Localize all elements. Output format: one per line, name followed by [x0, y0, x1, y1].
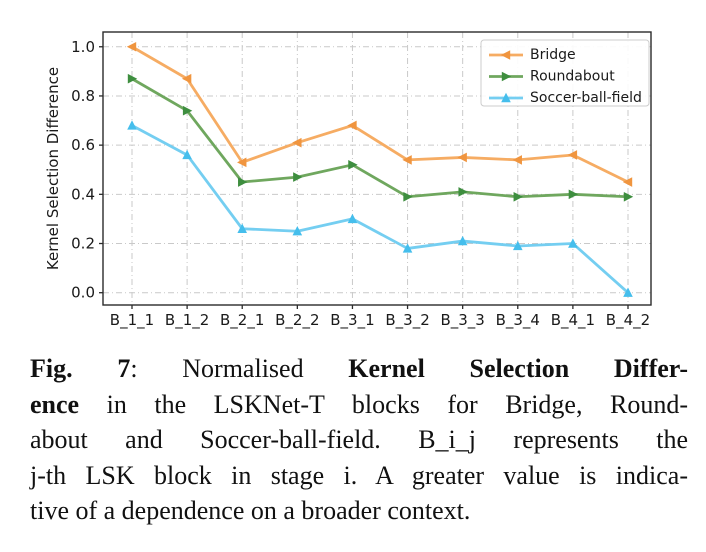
data-point-marker: [500, 50, 511, 60]
gridlines: [103, 32, 651, 305]
legend-label: Bridge: [530, 47, 576, 63]
x-tick-label: B_1_1: [110, 311, 154, 330]
series-soccer-ball-field: [127, 120, 633, 297]
y-tick-label: 1.0: [71, 38, 95, 56]
caption-line: ence in the LSKNet-T blocks for Bridge, …: [30, 387, 688, 423]
data-point-marker: [347, 213, 358, 224]
y-tick-label: 0.2: [71, 235, 95, 253]
caption-text: j-th LSK block in stage i. A greater val…: [30, 460, 688, 490]
caption-line: tive of a dependence on a broader contex…: [30, 493, 688, 529]
x-tick-label: B_4_1: [551, 311, 595, 330]
data-point-marker: [568, 189, 579, 200]
data-point-marker: [457, 235, 468, 246]
figure-caption: Fig. 7: Normalised Kernel Selection Diff…: [30, 351, 688, 529]
x-tick-label: B_4_2: [606, 311, 650, 330]
caption-text: tive of a dependence on a broader contex…: [30, 496, 471, 525]
data-point-marker: [182, 149, 192, 160]
x-tick-label: B_1_2: [165, 311, 209, 330]
kernel-selection-chart: 0.0 0.2 0.4 0.6 0.8 1.0 B_1_1 B_1_2 B_2_1 B_2_2 B_…: [44, 31, 652, 330]
caption-text: : Normalised: [130, 354, 349, 383]
data-point-marker: [238, 177, 248, 187]
data-point-marker: [126, 41, 137, 52]
data-point-marker: [402, 155, 412, 165]
data-point-marker: [403, 191, 413, 202]
y-tick-label: 0.4: [71, 185, 95, 203]
data-point-marker: [237, 157, 247, 168]
x-tick-label: B_3_4: [496, 311, 540, 330]
caption-bold-text: ence: [30, 389, 80, 419]
data-point-marker: [512, 240, 523, 251]
data-point-marker: [127, 120, 137, 130]
data-point-marker: [292, 137, 302, 148]
y-tick-label: 0.6: [71, 136, 95, 154]
data-point-marker: [347, 120, 357, 131]
x-tick-label: B_2_1: [220, 311, 264, 330]
x-tick-label: B_3_1: [330, 311, 374, 330]
y-tick-label: 0.8: [71, 87, 95, 105]
y-axis-label: Kernel Selection Difference: [44, 67, 62, 270]
legend-item-roundabout: Roundabout: [489, 69, 615, 85]
data-point-marker: [182, 105, 193, 116]
caption-bold-text: Fig. 7: [30, 354, 131, 383]
data-point-marker: [501, 71, 512, 82]
data-point-marker: [568, 238, 578, 248]
caption-bold-text: Kernel Selection Differ-: [348, 354, 688, 383]
caption-line: about and Soccer-ball-field. B_i_j repre…: [30, 422, 688, 458]
data-point-marker: [623, 191, 634, 202]
data-point-marker: [458, 187, 468, 197]
x-tick-label: B_2_2: [275, 311, 319, 330]
data-point-marker: [348, 160, 358, 170]
data-point-marker: [237, 223, 248, 233]
caption-text: about and Soccer-ball-field. B_i_j repre…: [30, 425, 688, 454]
data-point-marker: [513, 191, 523, 202]
data-point-marker: [127, 73, 138, 84]
caption-line: Fig. 7: Normalised Kernel Selection Diff…: [30, 351, 688, 387]
data-point-marker: [402, 243, 413, 253]
legend-item-bridge: Bridge: [489, 47, 576, 63]
series-bridge: [126, 41, 633, 187]
series-roundabout: [127, 73, 634, 202]
axes-box: [102, 31, 652, 306]
caption-text: in the LSKNet-T blocks for Bridge, Round…: [79, 389, 688, 419]
legend-label: Soccer-ball-field: [530, 90, 642, 106]
data-point-marker: [622, 177, 633, 187]
data-point-marker: [512, 155, 522, 165]
legend-label: Roundabout: [530, 69, 615, 85]
data-point-marker: [501, 92, 511, 103]
data-point-marker: [623, 287, 633, 297]
data-point-marker: [457, 152, 467, 163]
legend: Bridge Roundabout Soccer-ball-field: [480, 39, 650, 107]
data-point-marker: [292, 226, 303, 236]
axis-ticks: 0.0 0.2 0.4 0.6 0.8 1.0 B_1_1 B_1_2 B_2_1 B_2_2 B_…: [71, 38, 650, 330]
x-tick-label: B_3_3: [440, 311, 484, 330]
caption-line: j-th LSK block in stage i. A greater val…: [30, 458, 688, 494]
data-point-marker: [293, 172, 303, 182]
data-point-marker: [181, 73, 192, 84]
legend-item-soccer-ball-field: Soccer-ball-field: [489, 90, 642, 106]
data-point-marker: [567, 150, 578, 160]
y-tick-label: 0.0: [71, 284, 95, 302]
x-tick-label: B_3_2: [385, 311, 429, 330]
